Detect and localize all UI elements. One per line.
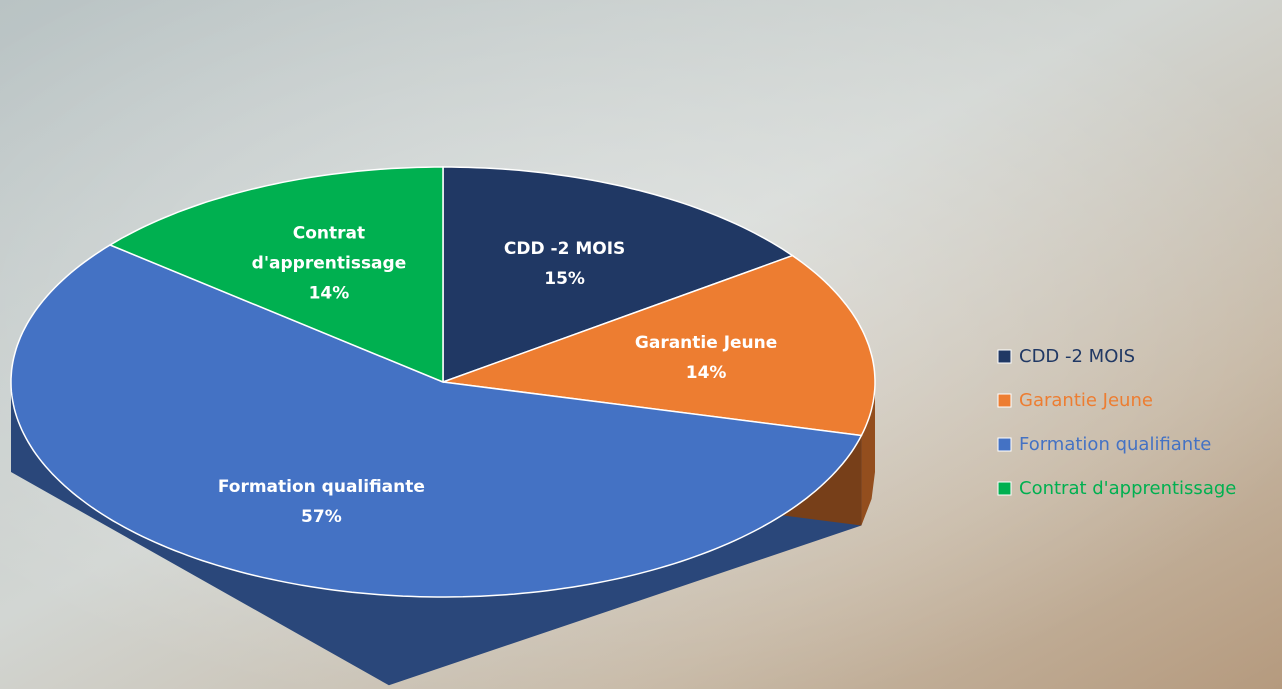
data-label-value: 15% xyxy=(544,269,585,289)
legend-swatch xyxy=(998,438,1011,451)
legend-swatch xyxy=(998,482,1011,495)
data-label-value: 57% xyxy=(301,507,342,527)
legend-label: Formation qualifiante xyxy=(1019,434,1211,455)
data-label-value: 14% xyxy=(309,283,350,303)
legend-label: CDD -2 MOIS xyxy=(1019,346,1135,367)
data-label: CDD -2 MOIS xyxy=(504,239,625,259)
data-label: Garantie Jeune xyxy=(635,333,777,353)
legend-swatch xyxy=(998,350,1011,363)
data-label: Formation qualifiante xyxy=(218,477,425,497)
legend-label: Garantie Jeune xyxy=(1019,390,1153,411)
data-label-value: 14% xyxy=(686,363,727,383)
legend-swatch xyxy=(998,394,1011,407)
legend-label: Contrat d'apprentissage xyxy=(1019,478,1236,499)
chart: CDD -2 MOIS 15% Garantie Jeune 14% Formation… xyxy=(0,0,1282,689)
